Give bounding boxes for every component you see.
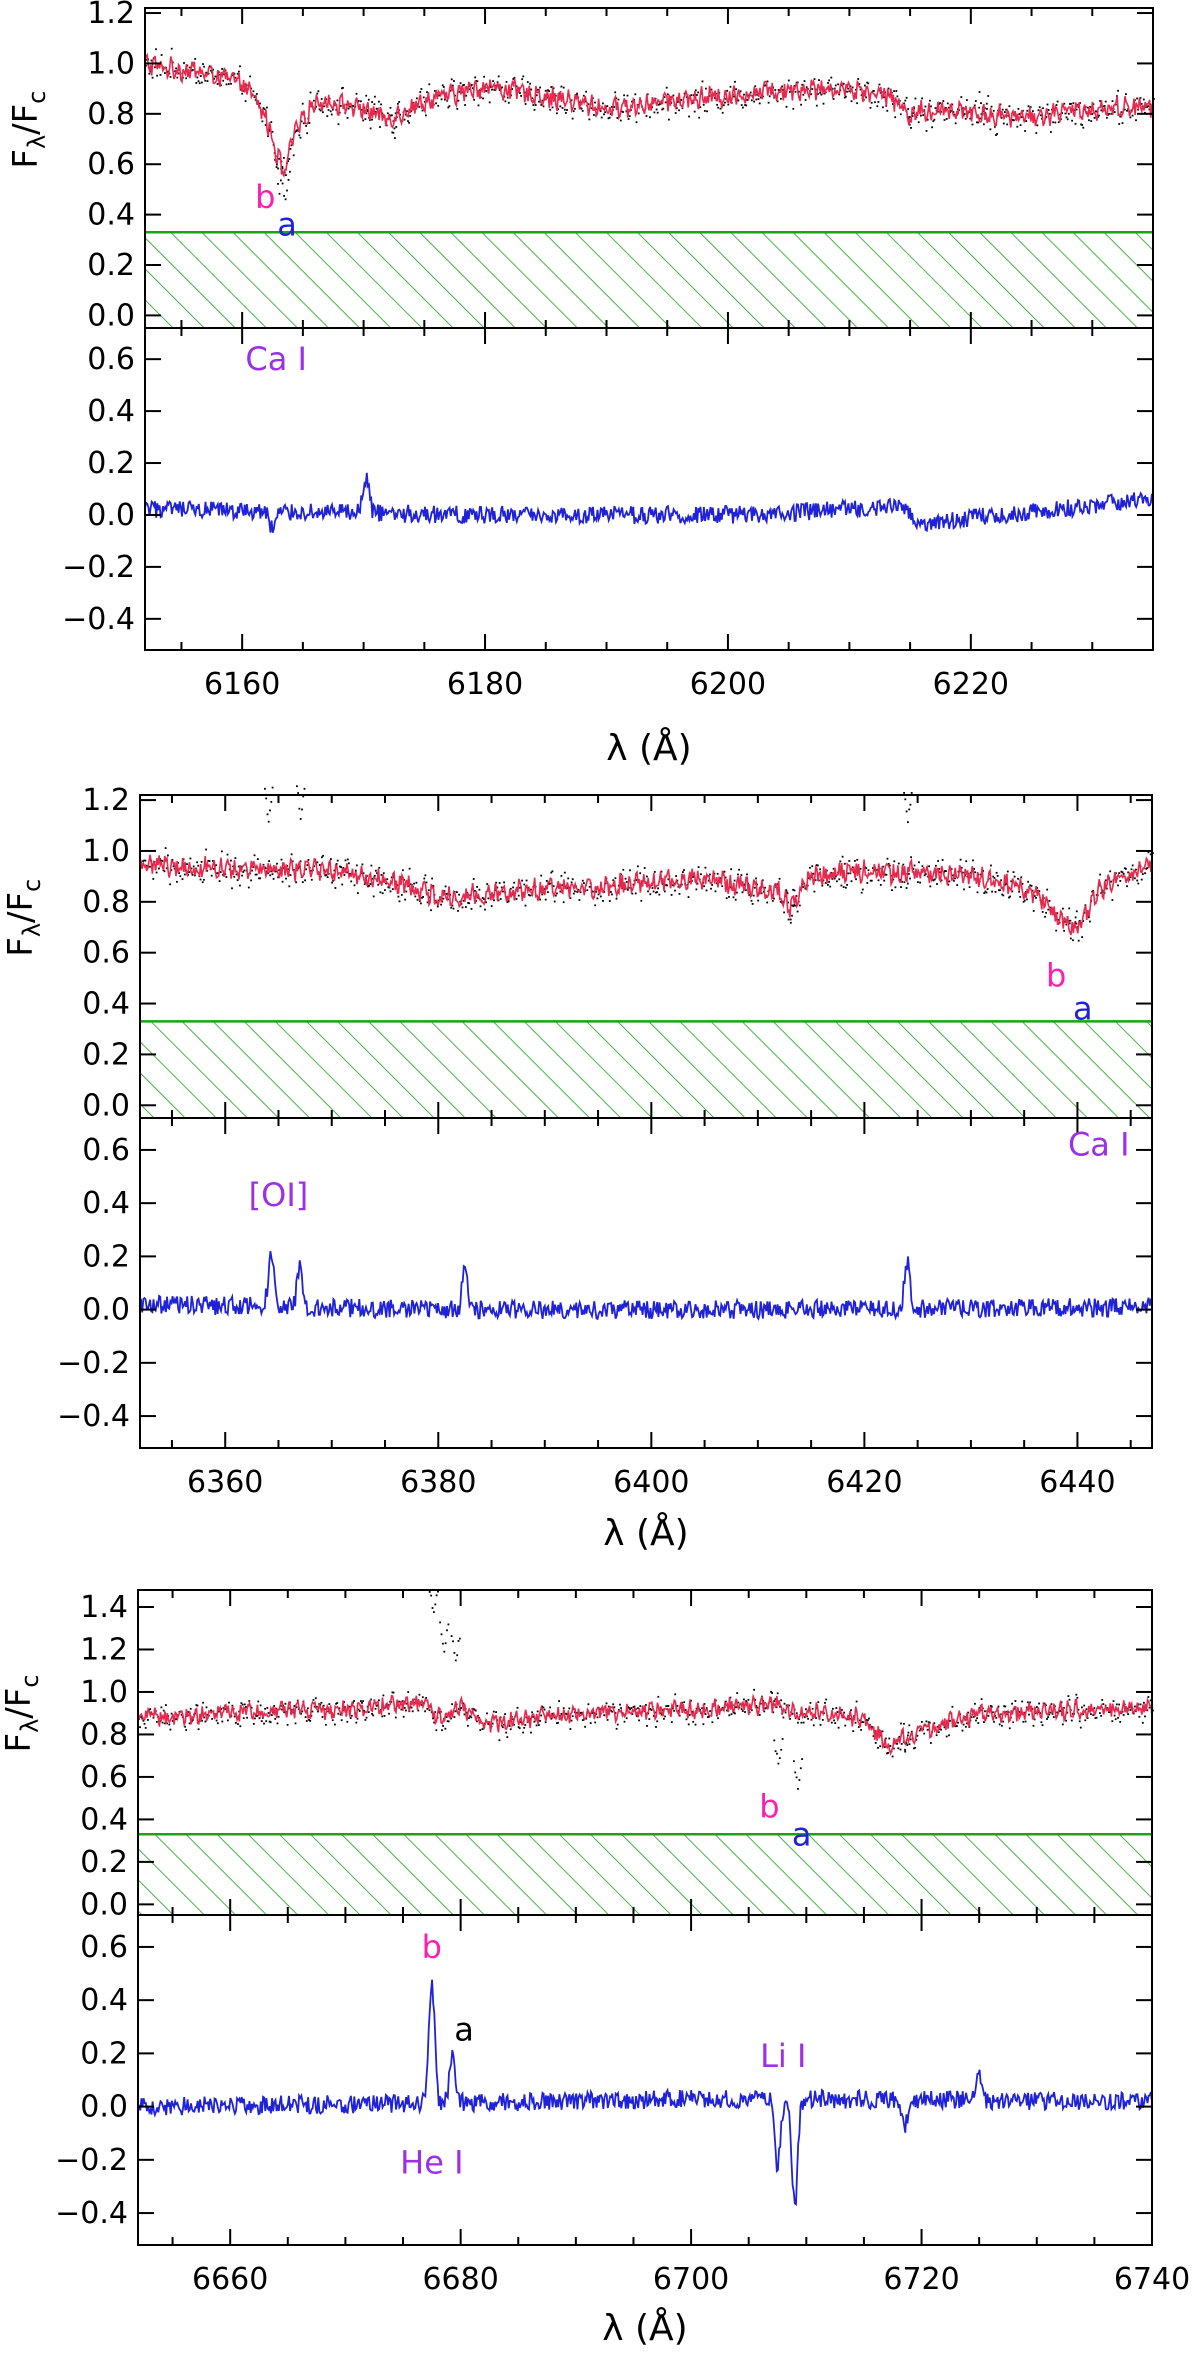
panel-bottom: 6660 6680 6700 6720 6740 0.0 0.2 0.4 0.6 0.8 1.0 1.… xyxy=(0,1589,1190,2349)
y-tick-label-upper: 0.8 xyxy=(82,885,130,920)
model-spectrum xyxy=(137,1693,1153,1757)
x-tick-label: 6200 xyxy=(690,667,766,702)
x-tick-label: 6220 xyxy=(933,667,1009,702)
y-tick-label-upper: 0.6 xyxy=(87,147,135,182)
y-tick-label-upper: 1.0 xyxy=(80,1675,128,1710)
y-tick-label-lower: −0.2 xyxy=(55,2143,128,2178)
line-annotation: Ca I xyxy=(245,340,307,378)
x-axis-label: λ (Å) xyxy=(606,726,691,769)
x-tick-label: 6160 xyxy=(204,667,280,702)
y-tick-label-upper: 1.2 xyxy=(82,783,130,818)
line-annotation: b xyxy=(422,1928,442,1966)
x-tick-label: 6720 xyxy=(883,2262,959,2297)
y-tick-label-lower: 0.2 xyxy=(80,2036,128,2071)
y-tick-label-upper: 0.6 xyxy=(82,936,130,971)
residual-spectrum xyxy=(137,1979,1153,2207)
y-tick-label-upper: 0.8 xyxy=(87,97,135,132)
model-spectrum xyxy=(139,854,1153,936)
x-tick-label: 6180 xyxy=(447,667,523,702)
y-tick-label-upper: 0.6 xyxy=(80,1760,128,1795)
y-tick-label-upper: 1.2 xyxy=(87,0,135,31)
y-tick-label-lower: −0.4 xyxy=(57,1399,130,1434)
lower-frame xyxy=(139,1117,1153,1449)
y-tick-label-lower: 0.0 xyxy=(82,1293,130,1328)
y-tick-label-lower: 0.6 xyxy=(82,1133,130,1168)
y-tick-label-lower: 0.6 xyxy=(87,342,135,377)
y-tick-label-lower: 0.4 xyxy=(80,1983,128,2018)
y-tick-label-upper: 0.4 xyxy=(82,987,130,1022)
y-tick-label-upper: 0.8 xyxy=(80,1717,128,1752)
lower-frame xyxy=(137,1914,1153,2246)
x-tick-label: 6420 xyxy=(826,1465,902,1500)
line-annotation: a xyxy=(454,2010,474,2048)
y-tick-label-upper: 0.4 xyxy=(87,198,135,233)
panel-top: 6160 6180 6200 6220 0.0 0.2 0.4 0.6 0.8 1.0 1.2 −0.… xyxy=(6,0,1155,769)
hatched-band xyxy=(145,232,1153,328)
y-axis-label: Fλ/Fc xyxy=(1,879,46,957)
residual-spectrum xyxy=(139,1251,1153,1321)
y-tick-label-upper: 0.0 xyxy=(82,1088,130,1123)
y-tick-label-upper: 0.2 xyxy=(80,1845,128,1880)
y-tick-label-lower: 0.2 xyxy=(87,446,135,481)
line-marker-a: a xyxy=(1073,990,1093,1028)
y-tick-label-upper: 1.0 xyxy=(87,46,135,81)
observed-spectrum xyxy=(138,1590,1154,1790)
hatched-band xyxy=(140,1021,1152,1118)
x-tick-label: 6740 xyxy=(1114,2262,1190,2297)
x-tick-label: 6400 xyxy=(613,1465,689,1500)
x-axis-label: λ (Å) xyxy=(602,2306,687,2349)
x-tick-label: 6660 xyxy=(192,2262,268,2297)
line-marker-a: a xyxy=(277,206,297,244)
y-tick-label-upper: 0.0 xyxy=(87,298,135,333)
line-annotation: Ca I xyxy=(1068,1126,1130,1164)
y-axis-label: Fλ/Fc xyxy=(0,1675,44,1753)
line-annotation: Li I xyxy=(760,2037,806,2075)
line-annotation: He I xyxy=(400,2144,463,2182)
residual-spectrum xyxy=(144,472,1154,533)
y-tick-label-lower: 0.6 xyxy=(80,1930,128,1965)
y-tick-label-lower: 0.0 xyxy=(87,498,135,533)
lower-frame xyxy=(144,327,1154,651)
line-marker-a: a xyxy=(792,1815,812,1853)
y-tick-label-upper: 0.2 xyxy=(87,248,135,283)
y-tick-label-upper: 0.4 xyxy=(80,1802,128,1837)
line-marker-b: b xyxy=(255,178,275,216)
y-tick-label-upper: 1.2 xyxy=(80,1632,128,1667)
x-tick-label: 6700 xyxy=(653,2262,729,2297)
line-marker-b: b xyxy=(759,1788,779,1826)
y-tick-label-lower: −0.2 xyxy=(57,1346,130,1381)
line-annotation: [OI] xyxy=(249,1176,309,1214)
y-tick-label-lower: −0.4 xyxy=(62,602,135,637)
y-tick-label-upper: 1.0 xyxy=(82,834,130,869)
x-tick-label: 6680 xyxy=(422,2262,498,2297)
x-tick-label: 6440 xyxy=(1039,1465,1115,1500)
y-tick-label-lower: 0.4 xyxy=(87,394,135,429)
y-tick-label-lower: 0.2 xyxy=(82,1239,130,1274)
y-tick-label-upper: 0.2 xyxy=(82,1037,130,1072)
y-tick-label-upper: 0.0 xyxy=(80,1887,128,1922)
y-tick-label-lower: 0.4 xyxy=(82,1186,130,1221)
panel-middle: 6360 6380 6400 6420 6440 0.0 0.2 0.4 0.6 0.8 1.0 1.… xyxy=(1,783,1154,1554)
x-axis-label: λ (Å) xyxy=(603,1511,688,1554)
line-marker-b: b xyxy=(1046,957,1066,995)
hatched-band xyxy=(138,1834,1152,1915)
y-tick-label-upper: 1.4 xyxy=(80,1590,128,1625)
model-spectrum xyxy=(144,52,1154,179)
y-tick-label-lower: −0.2 xyxy=(62,550,135,585)
y-tick-label-lower: −0.4 xyxy=(55,2196,128,2231)
x-tick-label: 6360 xyxy=(187,1465,263,1500)
y-axis-label: Fλ/Fc xyxy=(6,91,51,169)
x-tick-label: 6380 xyxy=(400,1465,476,1500)
y-tick-label-lower: 0.0 xyxy=(80,2090,128,2125)
